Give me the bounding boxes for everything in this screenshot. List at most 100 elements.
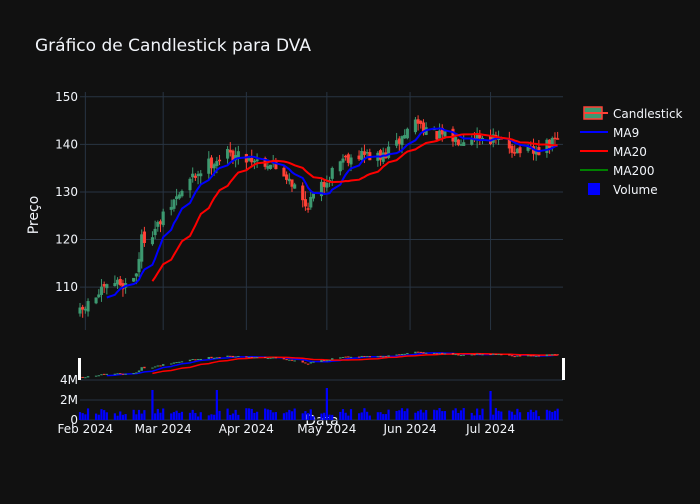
candle-body — [515, 148, 519, 154]
volume-bar — [331, 414, 334, 420]
slider-candle — [548, 354, 551, 356]
legend-label: MA9 — [613, 126, 639, 140]
volume-bar — [196, 416, 200, 420]
volume-bar — [285, 412, 288, 420]
y-tick-label: 140 — [55, 137, 78, 151]
volume-bar — [457, 412, 460, 420]
candle-body — [268, 164, 273, 169]
volume-bar — [414, 412, 417, 420]
candle-body — [132, 277, 136, 282]
volume-bar — [551, 412, 554, 420]
candle-body — [226, 149, 230, 159]
volume-bar — [266, 409, 269, 420]
slider-candle — [250, 356, 253, 358]
volume-bar — [382, 414, 385, 420]
candle-body — [303, 199, 307, 207]
candle-body — [553, 137, 557, 140]
candle-body — [518, 147, 522, 154]
slider-candle — [272, 357, 275, 359]
slider-candle — [194, 359, 197, 361]
candle-body — [156, 221, 160, 227]
candle-body — [137, 258, 141, 273]
slider-candle — [462, 354, 465, 356]
volume-bar — [363, 408, 366, 420]
slider-candle — [376, 356, 380, 358]
candle-body — [556, 138, 560, 140]
candle-body — [338, 161, 342, 172]
volume-bar — [417, 411, 420, 420]
volume-bar — [347, 415, 350, 420]
range-handle-right[interactable] — [562, 358, 565, 380]
slider-candle — [475, 353, 479, 355]
ma9-line — [106, 127, 558, 299]
slider-candle — [339, 357, 342, 359]
slider-candle — [309, 362, 312, 364]
volume-bar — [154, 413, 157, 420]
slider-candle — [282, 358, 286, 360]
legend-label: Candlestick — [613, 107, 683, 121]
candle-body — [451, 128, 455, 142]
x-tick-label: Jun 2024 — [382, 422, 436, 436]
volume-bar — [137, 409, 141, 420]
legend[interactable]: Candlestick MA9 MA20 MA200 Volume — [580, 106, 683, 197]
volume-bar — [170, 413, 173, 420]
volume-bar — [229, 414, 232, 420]
volume-bar — [247, 408, 251, 420]
slider-candle — [478, 353, 482, 355]
slider-candle — [508, 354, 511, 356]
candle-body — [212, 164, 216, 169]
legend-item-ma20[interactable]: MA20 — [580, 145, 647, 159]
volume-bar — [398, 410, 401, 420]
slider-candle — [322, 360, 326, 362]
volume-bar — [293, 408, 296, 420]
legend-item-ma200[interactable]: MA200 — [580, 164, 654, 178]
slider-candle — [161, 364, 165, 366]
range-slider[interactable] — [78, 351, 565, 380]
legend-item-candlestick[interactable]: Candlestick — [583, 106, 683, 121]
candle-body — [360, 150, 364, 160]
slider-candle — [513, 356, 516, 358]
slider-candle — [153, 366, 157, 368]
volume-bar — [400, 408, 404, 420]
volume-bar — [476, 408, 479, 420]
slider-candle — [247, 356, 251, 358]
volume-bar — [454, 408, 457, 420]
slider-candle — [212, 357, 216, 359]
candle-body — [83, 308, 87, 311]
candle-body — [344, 155, 348, 158]
volume-bar — [425, 410, 428, 420]
slider-candle — [175, 362, 178, 364]
legend-label: MA200 — [613, 164, 654, 178]
slider-candle — [226, 355, 229, 357]
legend-item-ma9[interactable]: MA9 — [580, 126, 639, 140]
slider-candle — [86, 376, 90, 378]
slider-candle — [545, 354, 549, 357]
volume-bar — [301, 413, 304, 420]
y-tick-label: 130 — [55, 185, 78, 199]
candle-body — [400, 136, 404, 146]
candle-body — [209, 157, 214, 169]
range-handle-left[interactable] — [78, 358, 81, 380]
volume-bar — [191, 409, 194, 420]
y-tick-label: 120 — [55, 233, 78, 247]
volume-bar — [376, 412, 379, 420]
volume-bar — [339, 411, 342, 420]
volume-bar — [178, 412, 181, 420]
slider-candle — [116, 373, 119, 375]
slider-candle — [387, 355, 390, 357]
candle-body — [309, 196, 313, 208]
slider-candle — [159, 365, 162, 367]
candle-body — [381, 152, 385, 162]
candle-body — [330, 167, 334, 179]
chart-title: Gráfico de Candlestick para DVA — [35, 36, 311, 56]
legend-item-volume[interactable]: Volume — [588, 183, 658, 197]
volume-bar — [384, 414, 387, 420]
x-tick-label: Feb 2024 — [58, 422, 114, 436]
slider-candle — [406, 352, 409, 355]
volume-bar — [341, 409, 345, 420]
candle-body — [419, 120, 423, 124]
candle-body — [94, 297, 98, 304]
candle-body — [193, 175, 197, 178]
slider-candle — [395, 354, 398, 356]
slider-candle — [363, 356, 366, 358]
